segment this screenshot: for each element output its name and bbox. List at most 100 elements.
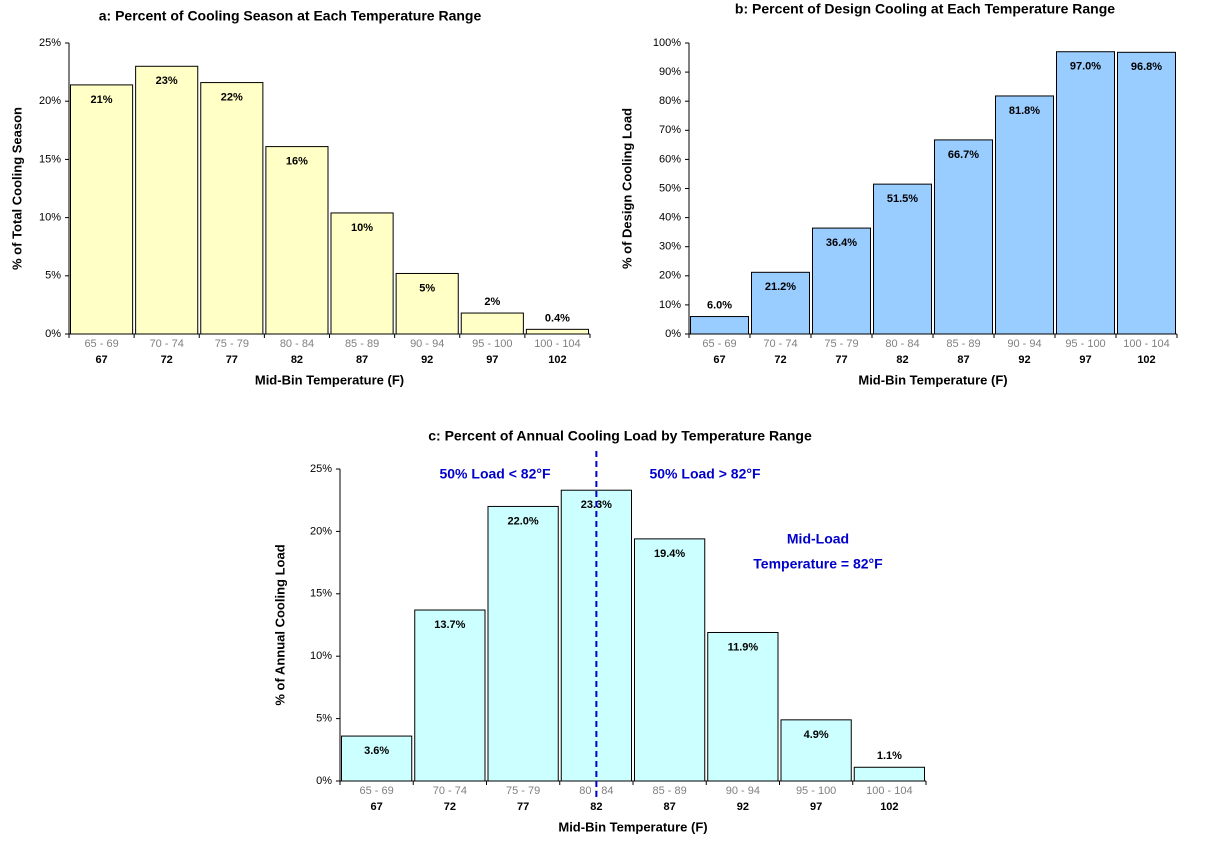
y-tick-label: 80%: [659, 95, 681, 107]
bar: [460, 312, 524, 335]
x-mid-label: 77: [835, 354, 847, 366]
value-label: 22.0%: [508, 515, 539, 527]
bar: [265, 146, 329, 335]
value-label: 97.0%: [1070, 61, 1101, 73]
bar: [995, 95, 1054, 335]
y-tick-label: 50%: [659, 182, 681, 194]
value-label: 21%: [91, 94, 113, 106]
y-tick-label: 0%: [45, 328, 61, 340]
x-range-label: 90 - 94: [726, 785, 760, 797]
chart-title: a: Percent of Cooling Season at Each Tem…: [99, 8, 482, 24]
bar: [395, 272, 459, 335]
annotation: 50% Load > 82°F: [649, 466, 760, 482]
x-mid-label: 87: [664, 801, 676, 813]
y-axis-title: % of Design Cooling Load: [619, 108, 634, 269]
x-mid-label: 102: [1137, 354, 1155, 366]
x-mid-label: 67: [95, 354, 107, 366]
y-tick-label: 10%: [39, 212, 61, 224]
x-mid-label: 67: [713, 354, 725, 366]
bar: [780, 719, 852, 782]
y-tick-label: 25%: [310, 463, 332, 475]
value-label: 81.8%: [1009, 105, 1040, 117]
bar: [934, 139, 993, 335]
annotation: Mid-Load: [787, 531, 849, 547]
bar: [1056, 51, 1115, 335]
value-label: 4.9%: [804, 729, 829, 741]
x-mid-label: 87: [356, 354, 368, 366]
x-mid-label: 102: [880, 801, 898, 813]
x-range-label: 90 - 94: [1007, 338, 1041, 350]
bar: [1117, 51, 1176, 335]
value-label: 3.6%: [364, 745, 389, 757]
x-mid-label: 92: [421, 354, 433, 366]
bar: [135, 65, 199, 335]
y-tick-label: 5%: [45, 270, 61, 282]
value-label: 6.0%: [707, 299, 732, 311]
x-range-label: 100 - 104: [866, 785, 912, 797]
value-label: 19.4%: [654, 548, 685, 560]
bar: [341, 735, 413, 782]
x-range-label: 75 - 79: [215, 338, 249, 350]
x-mid-label: 77: [517, 801, 529, 813]
x-mid-label: 97: [810, 801, 822, 813]
y-tick-label: 20%: [310, 525, 332, 537]
y-tick-label: 15%: [310, 588, 332, 600]
x-range-label: 65 - 69: [360, 785, 394, 797]
x-mid-label: 97: [486, 354, 498, 366]
value-label: 66.7%: [948, 149, 979, 161]
value-label: 36.4%: [826, 237, 857, 249]
y-tick-label: 0%: [316, 775, 332, 787]
x-range-label: 95 - 100: [796, 785, 836, 797]
bar: [690, 316, 749, 335]
value-label: 51.5%: [887, 193, 918, 205]
x-axis-title: Mid-Bin Temperature (F): [255, 372, 404, 387]
x-range-label: 75 - 79: [824, 338, 858, 350]
bar: [525, 328, 589, 335]
x-mid-label: 92: [737, 801, 749, 813]
value-label: 1.1%: [877, 750, 902, 762]
x-mid-label: 102: [548, 354, 566, 366]
bar: [707, 631, 779, 782]
x-mid-label: 82: [291, 354, 303, 366]
y-tick-label: 30%: [659, 241, 681, 253]
y-tick-label: 5%: [316, 713, 332, 725]
value-label: 5%: [419, 282, 435, 294]
value-label: 10%: [351, 222, 373, 234]
bar: [487, 505, 559, 782]
x-range-label: 85 - 89: [653, 785, 687, 797]
x-range-label: 80 - 84: [579, 785, 613, 797]
bar: [200, 82, 264, 335]
y-tick-label: 40%: [659, 212, 681, 224]
x-axis-title: Mid-Bin Temperature (F): [558, 819, 707, 834]
bar: [812, 227, 871, 335]
bar: [330, 212, 394, 335]
x-range-label: 70 - 74: [763, 338, 797, 350]
chart-title: b: Percent of Design Cooling at Each Tem…: [735, 1, 1115, 17]
bar: [70, 84, 134, 335]
y-tick-label: 25%: [39, 37, 61, 49]
x-mid-label: 72: [161, 354, 173, 366]
y-tick-label: 0%: [665, 328, 681, 340]
value-label: 16%: [286, 156, 308, 168]
y-tick-label: 90%: [659, 66, 681, 78]
x-range-label: 100 - 104: [1123, 338, 1169, 350]
y-tick-label: 20%: [39, 95, 61, 107]
y-tick-label: 70%: [659, 124, 681, 136]
y-axis-title: % of Annual Cooling Load: [272, 544, 287, 705]
x-mid-label: 82: [590, 801, 602, 813]
x-mid-label: 82: [896, 354, 908, 366]
x-range-label: 90 - 94: [410, 338, 444, 350]
x-range-label: 100 - 104: [534, 338, 580, 350]
y-tick-label: 20%: [659, 270, 681, 282]
bar: [414, 609, 486, 782]
x-range-label: 80 - 84: [885, 338, 919, 350]
x-mid-label: 97: [1079, 354, 1091, 366]
x-range-label: 65 - 69: [84, 338, 118, 350]
chart-title: c: Percent of Annual Cooling Load by Tem…: [428, 428, 812, 444]
y-tick-label: 100%: [653, 37, 681, 49]
bar: [853, 766, 925, 782]
x-mid-label: 72: [444, 801, 456, 813]
x-range-label: 85 - 89: [946, 338, 980, 350]
x-mid-label: 92: [1018, 354, 1030, 366]
value-label: 21.2%: [765, 281, 796, 293]
